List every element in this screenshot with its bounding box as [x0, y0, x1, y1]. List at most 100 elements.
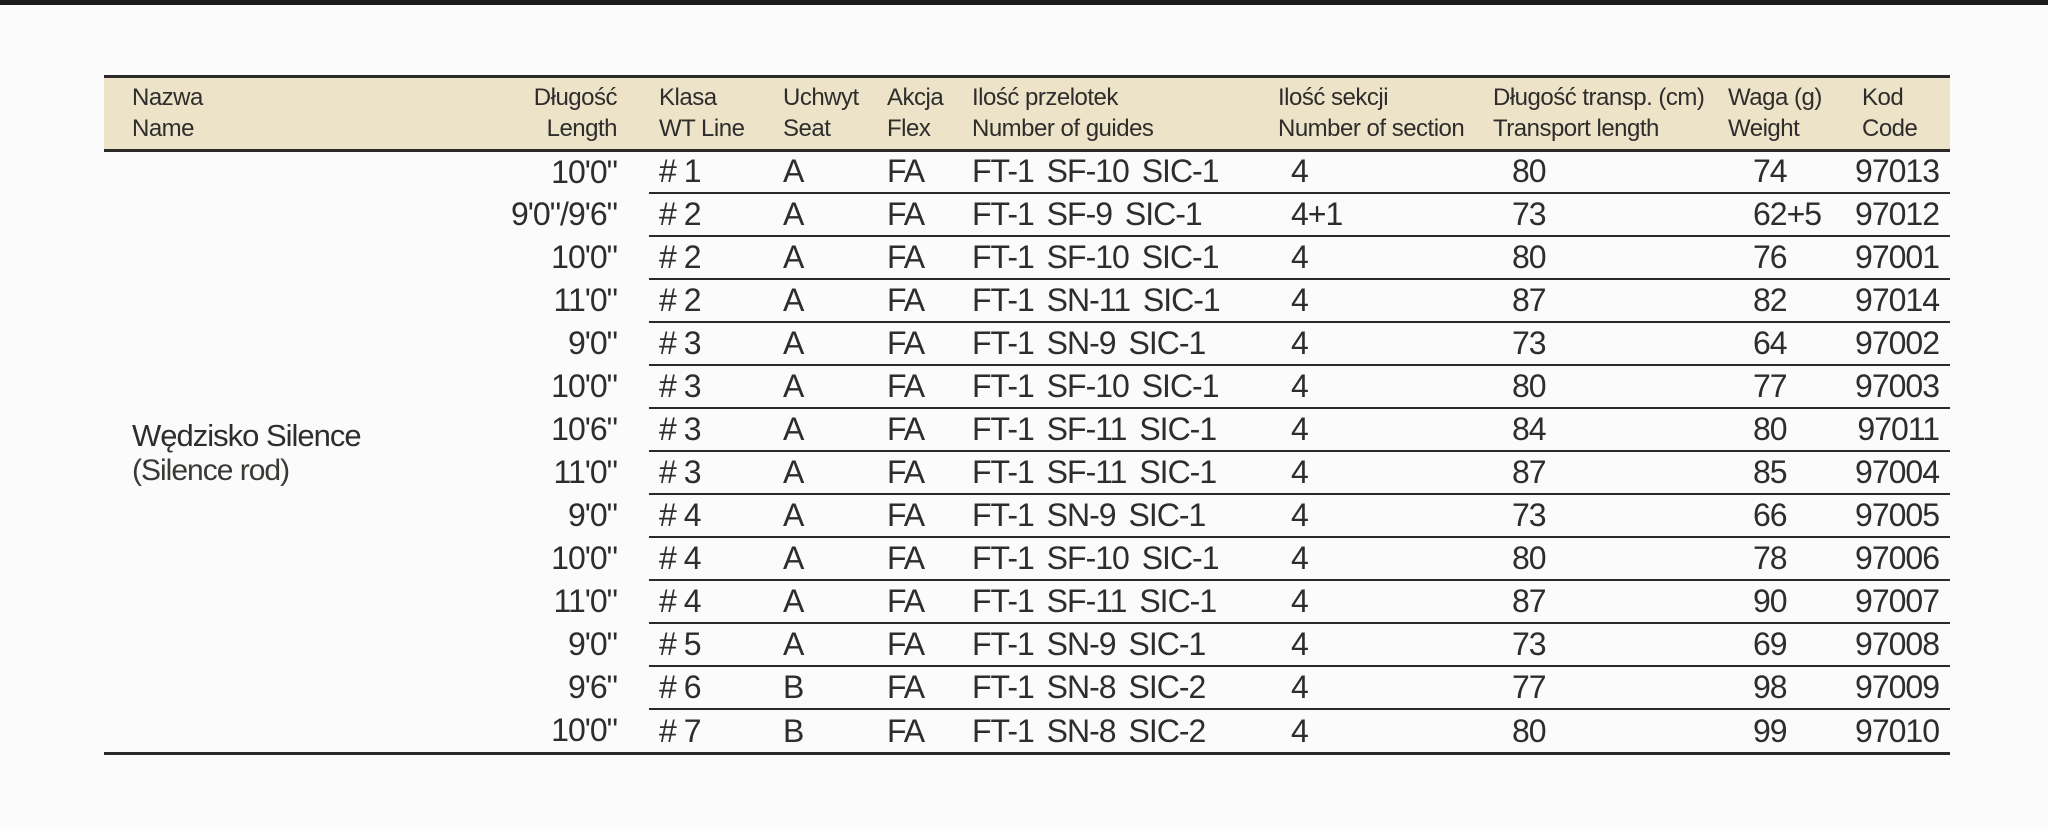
cell-transport: 73	[1417, 623, 1657, 667]
header-label-en: Name	[132, 115, 195, 143]
cell-length: 11'0"	[553, 282, 618, 318]
cell-length: 9'0"	[567, 626, 618, 662]
cell-code: 97014	[1847, 279, 1950, 323]
cell-flex: FA	[857, 236, 957, 280]
header-label-pl: Ilość sekcji	[1278, 84, 1389, 112]
spec-row: 9'0" # 4 A FA FT-1 SN-9 SIC-1 4 73 66 97005	[104, 494, 1950, 538]
cell-length: 10'0"	[551, 540, 618, 576]
header-label-pl: Waga (g)	[1728, 84, 1822, 112]
cell-weight: 69	[1657, 623, 1847, 667]
cell-weight: 66	[1657, 494, 1847, 538]
cell-wt_line: # 2	[649, 236, 761, 280]
product-subname: (Silence rod)	[132, 453, 290, 487]
cell-wt_line: # 3	[649, 322, 761, 366]
cell-length: 10'0"	[551, 712, 618, 748]
cell-sections: 4	[1257, 494, 1417, 538]
cell-wt_line: # 4	[649, 494, 761, 538]
cell-length: 11'0"	[553, 454, 618, 490]
cell-sections: 4	[1257, 623, 1417, 667]
spec-row: 10'0" # 7 B FA FT-1 SN-8 SIC-2 4 80 99 97010	[104, 709, 1950, 752]
cell-weight: 77	[1657, 365, 1847, 409]
header-label-pl: Klasa	[659, 84, 717, 112]
cell-code: 97010	[1855, 712, 1940, 749]
header-label-en: Transport length	[1493, 115, 1659, 143]
cell-sections: 4+1	[1257, 193, 1417, 237]
cell-flex: FA	[857, 322, 957, 366]
cell-transport: 80	[1417, 150, 1657, 194]
col-header-length: Długość Length	[444, 78, 649, 150]
cell-code: 97009	[1847, 666, 1950, 710]
cell-wt_line: # 4	[649, 580, 761, 624]
cell-guides: FT-1 SF-11 SIC-1	[957, 408, 1257, 452]
col-header-sections: Ilość sekcji Number of section	[1257, 78, 1465, 150]
cell-sections: 4	[1291, 712, 1309, 749]
col-header-wt_line: Klasa WT Line	[649, 78, 761, 150]
cell-code: 97003	[1847, 365, 1950, 409]
cell-length: 9'6"	[567, 669, 618, 705]
cell-flex: FA	[857, 666, 957, 710]
cell-seat: A	[761, 537, 857, 581]
cell-weight: 80	[1657, 408, 1847, 452]
cell-guides: FT-1 SF-11 SIC-1	[957, 580, 1257, 624]
header-label-pl: Nazwa	[132, 84, 203, 112]
cell-seat: B	[783, 712, 804, 749]
cell-guides: FT-1 SF-10 SIC-1	[957, 537, 1257, 581]
col-header-guides: Ilość przelotek Number of guides	[957, 78, 1257, 150]
cell-guides: FT-1 SF-10 SIC-1	[957, 150, 1257, 194]
cell-seat: A	[761, 193, 857, 237]
cell-seat: A	[761, 451, 857, 495]
cell-flex: FA	[857, 451, 957, 495]
cell-flex: FA	[857, 408, 957, 452]
col-header-seat: Uchwyt Seat	[761, 78, 859, 150]
cell-flex: FA	[857, 365, 957, 409]
spec-table-body: Wędzisko Silence (Silence rod) 10'0" # 1 A FA…	[104, 150, 1950, 752]
cell-length: 10'0"	[551, 239, 618, 275]
spec-row: 11'0" # 3 A FA FT-1 SF-11 SIC-1 4 87 85 97004	[104, 451, 1950, 495]
cell-weight: 64	[1657, 322, 1847, 366]
header-label-en: Weight	[1728, 115, 1800, 143]
cell-code: 97004	[1847, 451, 1950, 495]
header-label-en: Length	[546, 115, 618, 143]
cell-seat: A	[761, 236, 857, 280]
cell-code: 97001	[1847, 236, 1950, 280]
cell-sections: 4	[1257, 279, 1417, 323]
cell-seat: A	[761, 494, 857, 538]
cell-transport: 80	[1417, 365, 1657, 409]
cell-wt_line: # 2	[649, 193, 761, 237]
col-header-weight: Waga (g) Weight	[1657, 78, 1847, 150]
header-label-pl: Akcja	[887, 84, 944, 112]
cell-length: 11'0"	[553, 583, 618, 619]
product-name-cell: Wędzisko Silence (Silence rod)	[104, 150, 444, 752]
cell-length: 10'0"	[551, 153, 618, 190]
header-label-en: Code	[1862, 115, 1918, 143]
cell-transport: 80	[1417, 537, 1657, 581]
cell-seat: A	[761, 623, 857, 667]
cell-length: 9'0"	[567, 497, 618, 533]
cell-weight: 82	[1657, 279, 1847, 323]
spec-row: 9'0" # 3 A FA FT-1 SN-9 SIC-1 4 73 64 97002	[104, 322, 1950, 366]
cell-guides: FT-1 SN-9 SIC-1	[957, 494, 1257, 538]
header-label-en: Flex	[887, 115, 931, 143]
cell-wt_line: # 5	[649, 623, 761, 667]
header-label-pl: Ilość przelotek	[972, 84, 1118, 112]
col-header-code: Kod Code	[1847, 78, 1950, 150]
cell-seat: A	[761, 150, 857, 194]
cell-transport: 80	[1512, 712, 1547, 749]
cell-seat: A	[761, 279, 857, 323]
cell-wt_line: # 3	[649, 365, 761, 409]
header-row: Nazwa Name Długość Length Klasa WT Line Uchwyt…	[104, 78, 1950, 150]
cell-guides: FT-1 SF-10 SIC-1	[957, 365, 1257, 409]
cell-guides: FT-1 SF-9 SIC-1	[957, 193, 1257, 237]
cell-transport: 84	[1417, 408, 1657, 452]
cell-guides: FT-1 SF-10 SIC-1	[957, 236, 1257, 280]
cell-guides: FT-1 SN-8 SIC-2	[972, 712, 1206, 749]
cell-code: 97008	[1847, 623, 1950, 667]
spec-row: 10'6" # 3 A FA FT-1 SF-11 SIC-1 4 84 80 97011	[104, 408, 1950, 452]
spec-row: 9'6" # 6 B FA FT-1 SN-8 SIC-2 4 77 98 97009	[104, 666, 1950, 710]
cell-length: 9'0"	[567, 325, 618, 361]
cell-seat: A	[761, 580, 857, 624]
cell-seat: B	[761, 666, 857, 710]
cell-transport: 87	[1417, 451, 1657, 495]
cell-transport: 87	[1417, 279, 1657, 323]
cell-length: 9'0"/9'6"	[510, 196, 618, 232]
